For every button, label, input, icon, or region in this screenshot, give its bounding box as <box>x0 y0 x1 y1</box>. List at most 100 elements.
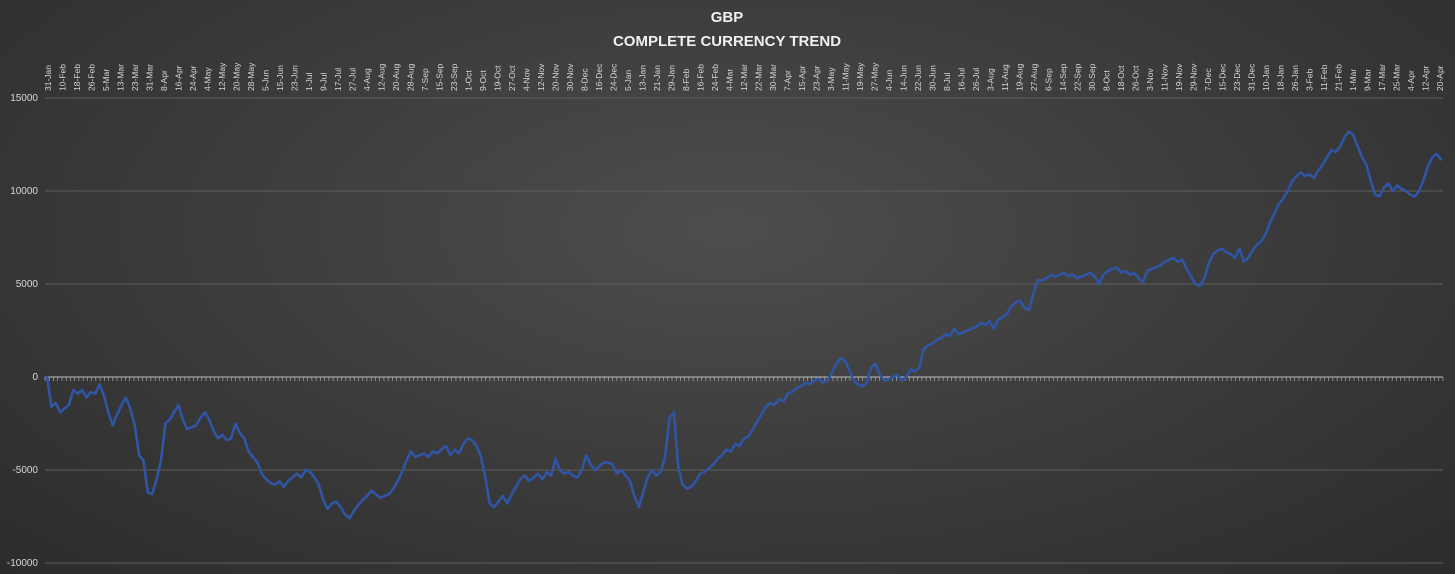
x-tick-label: 19-May <box>855 62 865 91</box>
x-tick-label: 30-Nov <box>565 63 575 91</box>
x-tick-label: 4-Jun <box>884 69 894 91</box>
x-axis-minor-ticks <box>44 377 1444 381</box>
x-tick-label: 18-Jan <box>1276 65 1286 91</box>
x-tick-label: 18-Feb <box>72 64 82 91</box>
x-tick-label: 12-Mar <box>739 64 749 91</box>
x-tick-label: 7-Apr <box>783 70 793 91</box>
x-tick-label: 21-Feb <box>1334 64 1344 91</box>
x-tick-label: 23-Apr <box>812 65 822 91</box>
x-tick-label: 16-Apr <box>174 65 184 91</box>
x-tick-label: 5-Jun <box>261 69 271 91</box>
x-tick-label: 13-Jan <box>638 65 648 91</box>
y-tick-label: -5000 <box>12 465 38 476</box>
x-tick-label: 24-Apr <box>188 65 198 91</box>
x-tick-label: 26-Oct <box>1131 65 1141 91</box>
x-tick-label: 1-Jul <box>304 72 314 91</box>
x-tick-label: 31-Dec <box>1247 63 1257 91</box>
x-tick-label: 14-Sep <box>1058 63 1068 91</box>
x-tick-label: 10-Feb <box>58 64 68 91</box>
x-tick-label: 4-Aug <box>362 68 372 91</box>
x-tick-label: 4-Mar <box>725 69 735 91</box>
x-tick-label: 11-May <box>841 63 851 91</box>
x-tick-label: 22-Mar <box>754 64 764 91</box>
x-tick-label: 30-Sep <box>1087 63 1097 91</box>
x-tick-label: 5-Jan <box>623 69 633 91</box>
x-tick-label: 23-Sep <box>449 63 459 91</box>
x-tick-label: 11-Feb <box>1319 64 1329 91</box>
x-tick-label: 8-Dec <box>580 68 590 91</box>
y-axis-tick-labels: -10000 -5000 0 5000 10000 15000 <box>7 93 39 569</box>
x-tick-label: 17-Mar <box>1377 64 1387 91</box>
x-tick-label: 26-Jan <box>1290 65 1300 91</box>
x-tick-label: 8-Feb <box>681 69 691 91</box>
x-tick-label: 10-Jan <box>1261 65 1271 91</box>
x-tick-label: 23-Mar <box>130 64 140 91</box>
x-tick-label: 16-Jul <box>957 68 967 91</box>
x-tick-label: 8-Apr <box>159 70 169 91</box>
x-tick-label: 26-Feb <box>87 64 97 91</box>
x-tick-label: 19-Oct <box>493 65 503 91</box>
x-tick-label: 11-Nov <box>1160 63 1170 91</box>
x-tick-label: 27-Oct <box>507 65 517 91</box>
x-tick-label: 21-Jan <box>652 65 662 91</box>
x-tick-label: 3-Feb <box>1305 69 1315 91</box>
x-tick-label: 23-Jun <box>290 65 300 91</box>
x-tick-label: 20-Apr <box>1435 65 1445 91</box>
x-tick-label: 27-Jul <box>348 68 358 91</box>
x-tick-label: 8-Jul <box>942 72 952 91</box>
chart-subtitle: COMPLETE CURRENCY TREND <box>613 33 841 50</box>
x-tick-label: 24-Feb <box>710 64 720 91</box>
x-tick-label: 28-May <box>246 62 256 91</box>
x-tick-label: 20-Nov <box>551 63 561 91</box>
x-tick-label: 20-Aug <box>391 63 401 91</box>
x-tick-label: 20-May <box>232 62 242 91</box>
x-tick-label: 1-Oct <box>464 70 474 91</box>
x-tick-label: 1-Mar <box>1348 69 1358 91</box>
x-tick-label: 23-Dec <box>1232 63 1242 91</box>
x-tick-label: 27-May <box>870 62 880 91</box>
x-tick-label: 12-Nov <box>536 63 546 91</box>
x-tick-label: 5-Mar <box>101 69 111 91</box>
series-line-gbp <box>45 130 1443 520</box>
x-axis-tick-labels: 31-Jan 10-Feb 18-Feb 26-Feb 5-Mar 13-Mar 23-Ma… <box>43 62 1445 91</box>
x-tick-label: 29-Jan <box>667 65 677 91</box>
x-tick-label: 24-Dec <box>609 63 619 91</box>
y-tick-label: 10000 <box>10 186 38 197</box>
x-tick-label: 7-Dec <box>1203 68 1213 91</box>
x-tick-label: 31-Mar <box>145 64 155 91</box>
gridlines <box>45 97 1443 564</box>
x-tick-label: 16-Feb <box>696 64 706 91</box>
x-tick-label: 25-Mar <box>1392 64 1402 91</box>
x-tick-label: 19-Aug <box>1015 63 1025 91</box>
x-tick-label: 15-Dec <box>1218 63 1228 91</box>
x-tick-label: 29-Nov <box>1189 63 1199 91</box>
x-tick-label: 27-Aug <box>1029 63 1039 91</box>
x-tick-label: 14-Jun <box>899 65 909 91</box>
x-tick-label: 4-Apr <box>1406 70 1416 91</box>
series-layer <box>45 130 1443 520</box>
x-tick-label: 19-Nov <box>1174 63 1184 91</box>
x-tick-label: 30-Jun <box>928 65 938 91</box>
x-tick-label: 4-May <box>203 67 213 91</box>
y-tick-label: 0 <box>32 372 38 383</box>
x-tick-label: 9-Jul <box>319 72 329 91</box>
x-tick-label: 4-Nov <box>522 68 532 91</box>
x-tick-label: 15-Sep <box>435 63 445 91</box>
x-tick-label: 18-Oct <box>1116 65 1126 91</box>
x-tick-label: 30-Mar <box>768 64 778 91</box>
x-tick-label: 8-Oct <box>1102 70 1112 91</box>
x-tick-label: 15-Jun <box>275 65 285 91</box>
x-tick-label: 16-Dec <box>594 63 604 91</box>
y-tick-label: 5000 <box>16 279 39 290</box>
x-tick-label: 7-Sep <box>420 68 430 91</box>
x-tick-label: 12-May <box>217 62 227 91</box>
x-tick-label: 12-Aug <box>377 63 387 91</box>
x-tick-label: 22-Sep <box>1073 63 1083 91</box>
x-tick-label: 31-Jan <box>43 65 53 91</box>
x-tick-label: 3-May <box>826 67 836 91</box>
x-tick-label: 17-Jul <box>333 68 343 91</box>
x-tick-label: 15-Apr <box>797 65 807 91</box>
x-tick-label: 3-Aug <box>986 68 996 91</box>
y-tick-label: -10000 <box>7 558 39 569</box>
x-tick-label: 3-Nov <box>1145 68 1155 91</box>
